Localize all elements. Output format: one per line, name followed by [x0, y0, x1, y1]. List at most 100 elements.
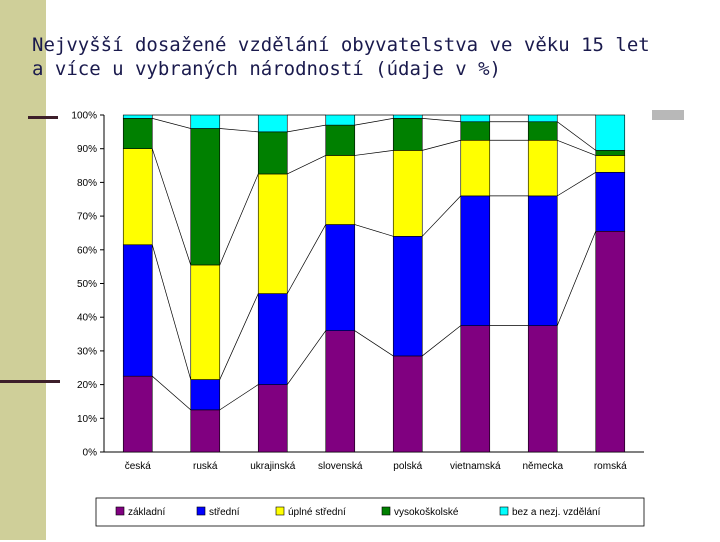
bar-segment	[190, 264, 221, 380]
bar-segment	[257, 173, 288, 294]
bar-segment	[392, 355, 423, 453]
slide-title-line1: Nejvyšší dosažené vzdělání obyvatelstva …	[32, 34, 650, 56]
x-tick-label: romská	[594, 461, 627, 472]
series-connector-line	[422, 118, 461, 123]
series-connector-line	[422, 325, 461, 357]
bar-segment	[460, 114, 491, 123]
bar-segment	[595, 150, 626, 156]
bar-segment	[527, 121, 558, 141]
y-tick-label: 30%	[77, 346, 97, 357]
legend-label: základní	[128, 507, 165, 518]
legend-label: bez a nezj. vzdělání	[512, 507, 601, 518]
series-connector-line	[354, 330, 394, 357]
x-tick-label: polská	[393, 461, 422, 472]
bar-segment	[527, 114, 558, 123]
bar-segment	[460, 121, 491, 141]
bar-segment	[595, 155, 626, 173]
bar-segment	[325, 224, 356, 331]
slide-title-line2: a více u vybraných národností (údaje v %…	[32, 58, 501, 80]
bar-segment	[325, 330, 356, 453]
bar-segment	[595, 171, 626, 232]
decor-line-lower	[0, 380, 60, 383]
bar-segment	[190, 128, 221, 266]
series-connector-line	[287, 155, 326, 175]
bar-segment	[595, 230, 626, 453]
legend-label: střední	[209, 507, 240, 518]
bar-segment	[122, 244, 153, 377]
x-tick-label: ruská	[193, 461, 218, 472]
x-tick-label: vietnamská	[450, 461, 501, 472]
bar-segment	[257, 114, 288, 133]
series-connector-line	[557, 171, 596, 197]
y-tick-label: 0%	[83, 448, 98, 459]
y-tick-label: 60%	[77, 245, 97, 256]
series-connector-line	[421, 195, 462, 237]
bar-segment	[527, 325, 558, 453]
series-connector-line	[557, 121, 596, 151]
series-connector-line	[219, 173, 259, 266]
stacked-bar-chart: 0% 10% 20% 30% 40% 50% 60% 70% 80% 90% 100% česká ru…	[71, 111, 645, 527]
bar-segment	[392, 114, 423, 119]
y-tick-label: 70%	[77, 212, 97, 223]
bar-segment	[190, 409, 221, 453]
bar-segment	[257, 384, 288, 453]
bar-segment	[460, 325, 491, 453]
series-connector-line	[556, 231, 597, 326]
bar-segment	[257, 293, 288, 385]
bar-segment	[325, 155, 356, 225]
legend-swatch	[499, 506, 509, 516]
bar-segment	[527, 195, 558, 326]
bar-segment	[460, 195, 491, 326]
y-tick-label: 100%	[71, 111, 97, 122]
bar-segment	[460, 139, 491, 197]
bar-segment	[190, 379, 221, 411]
x-tick-label: ukrajinská	[250, 461, 295, 472]
bar-segment	[122, 148, 153, 246]
bar-segment	[527, 139, 558, 197]
series-connector-line	[287, 124, 326, 133]
bar-segment	[122, 118, 153, 150]
title-underline-left	[28, 116, 58, 119]
y-tick-label: 80%	[77, 178, 97, 189]
series-connector-line	[152, 375, 191, 411]
legend-box	[95, 497, 645, 527]
x-tick-label: německa	[522, 461, 563, 472]
decor-grey-block	[652, 110, 684, 120]
bar-segment	[392, 118, 423, 151]
bar-segment	[190, 114, 221, 129]
bar-segment	[392, 236, 423, 357]
bar-segment	[122, 114, 153, 119]
legend-swatch	[115, 506, 125, 516]
series-connector-line	[422, 139, 461, 151]
y-tick-label: 40%	[77, 313, 97, 324]
y-tick-label: 10%	[77, 414, 97, 425]
legend-label: úplné střední	[288, 507, 346, 518]
legend-label: vysokoškolské	[394, 507, 459, 518]
legend-swatch	[275, 506, 285, 516]
left-accent-bar	[0, 0, 46, 540]
series-connector-line	[152, 118, 191, 129]
y-tick-label: 50%	[77, 279, 97, 290]
bar-segment	[325, 124, 356, 156]
legend-swatch	[196, 506, 206, 516]
bar-segment	[257, 131, 288, 175]
slide-title: Nejvyšší dosažené vzdělání obyvatelstva …	[32, 33, 712, 81]
series-connector-line	[286, 224, 327, 294]
y-tick-label: 90%	[77, 144, 97, 155]
y-tick-label: 20%	[77, 380, 97, 391]
bar-segment	[122, 375, 153, 453]
bar-segment	[595, 114, 626, 151]
x-tick-label: česká	[125, 461, 152, 472]
legend-swatch	[381, 506, 391, 516]
series-connector-line	[219, 384, 259, 411]
series-connector-line	[151, 244, 192, 380]
bar-segment	[392, 150, 423, 237]
series-connector-line	[219, 128, 259, 133]
series-connector-line	[354, 224, 394, 237]
bar-segment	[325, 114, 356, 126]
series-connector-line	[286, 330, 327, 385]
series-connector-line	[354, 150, 394, 156]
series-connector-line	[354, 118, 394, 126]
x-tick-label: slovenská	[318, 461, 363, 472]
chart-area: 0% 10% 20% 30% 40% 50% 60% 70% 80% 90% 100% česká ru…	[60, 100, 652, 538]
